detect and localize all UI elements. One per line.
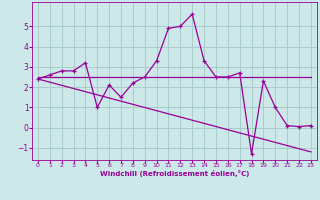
X-axis label: Windchill (Refroidissement éolien,°C): Windchill (Refroidissement éolien,°C) [100, 170, 249, 177]
